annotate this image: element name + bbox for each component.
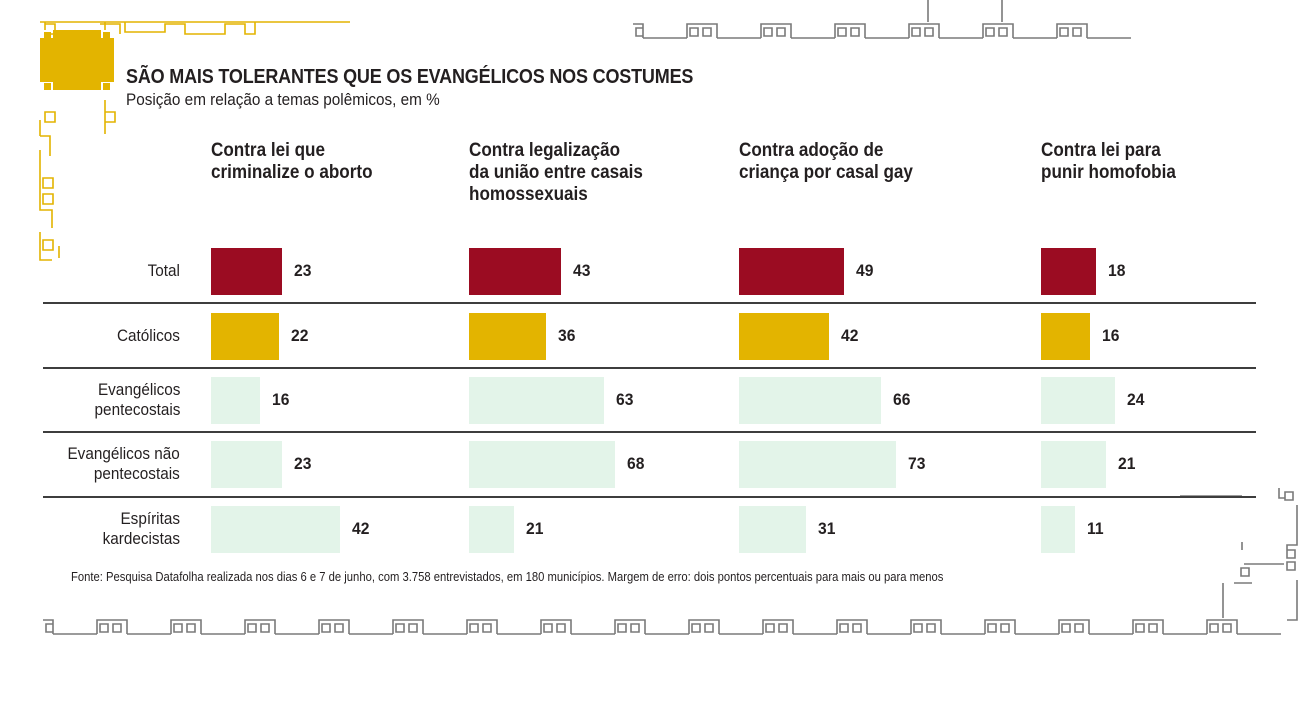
row-separator <box>43 302 1256 304</box>
bar-evang_pent <box>469 377 604 424</box>
bar-catolicos <box>739 313 829 360</box>
value-label: 68 <box>627 454 645 473</box>
column-heading: Contra legalização da união entre casais h… <box>469 140 643 206</box>
column-heading: Contra lei para punir homofobia <box>1041 140 1176 184</box>
column-heading-line: Contra lei para <box>1041 140 1161 161</box>
column-heading-line: criminalize o aborto <box>211 162 373 183</box>
gold-meander-top <box>40 21 350 35</box>
chart-title: SÃO MAIS TOLERANTES QUE OS EVANGÉLICOS N… <box>126 66 694 88</box>
gold-square-icon <box>103 83 110 90</box>
bar-total <box>469 248 561 295</box>
gold-square-icon <box>44 32 51 39</box>
column-heading-line: Contra adoção de <box>739 140 884 161</box>
value-label: 23 <box>294 454 312 473</box>
value-label: 23 <box>294 261 312 280</box>
value-label: 24 <box>1127 390 1145 409</box>
bar-catolicos <box>469 313 546 360</box>
gray-meander-stem <box>927 0 1003 22</box>
bar-evang_pent <box>739 377 881 424</box>
column-heading-line: da união entre casais <box>469 162 643 183</box>
column-heading-line: criança por casal gay <box>739 162 913 183</box>
row-label-line: Evangélicos <box>97 380 180 399</box>
value-label: 18 <box>1108 261 1126 280</box>
column-heading-line: Contra legalização <box>469 140 621 161</box>
source-note: Fonte: Pesquisa Datafolha realizada nos … <box>71 570 944 584</box>
row-separator <box>43 367 1256 369</box>
value-label: 42 <box>841 326 859 345</box>
bar-catolicos <box>1041 313 1090 360</box>
value-label: 11 <box>1087 519 1104 538</box>
gray-meander-bottom <box>43 619 1281 635</box>
value-label: 21 <box>526 519 544 538</box>
column-heading: Contra adoção de criança por casal gay <box>739 140 913 184</box>
row-label-catolicos: Católicos <box>117 326 180 346</box>
value-label: 63 <box>616 390 634 409</box>
gray-meander-top <box>633 23 1131 39</box>
bar-total <box>1041 248 1096 295</box>
row-label-evang_pent: Evangélicos pentecostais <box>94 380 180 420</box>
value-label: 42 <box>352 519 370 538</box>
bar-evang_nao_pent <box>1041 441 1106 488</box>
value-label: 16 <box>1102 326 1120 345</box>
row-separator <box>43 496 1256 498</box>
column-heading: Contra lei que criminalize o aborto <box>211 140 373 184</box>
value-label: 31 <box>818 519 836 538</box>
value-label: 43 <box>573 261 591 280</box>
row-label-evang_nao_pent: Evangélicos não pentecostais <box>68 444 180 484</box>
bar-espiritas <box>1041 506 1075 553</box>
row-label-line: pentecostais <box>94 464 180 483</box>
chart-subtitle: Posição em relação a temas polêmicos, em… <box>126 90 440 109</box>
bar-evang_nao_pent <box>211 441 282 488</box>
gold-square-icon <box>44 83 51 90</box>
value-label: 22 <box>291 326 309 345</box>
bar-evang_nao_pent <box>739 441 896 488</box>
column-heading-line: homossexuais <box>469 184 588 205</box>
value-label: 66 <box>893 390 911 409</box>
bar-evang_pent <box>1041 377 1115 424</box>
bar-espiritas <box>211 506 340 553</box>
row-label-line: Evangélicos não <box>67 444 180 463</box>
column-heading-line: punir homofobia <box>1041 162 1176 183</box>
bar-espiritas <box>739 506 806 553</box>
bar-catolicos <box>211 313 279 360</box>
bar-evang_nao_pent <box>469 441 615 488</box>
value-label: 16 <box>272 390 290 409</box>
row-separator <box>43 431 1256 433</box>
row-label-line: Espíritas <box>120 509 180 528</box>
row-label-line: Católicos <box>117 326 180 345</box>
value-label: 73 <box>908 454 926 473</box>
row-label-espiritas: Espíritas kardecistas <box>103 509 180 549</box>
row-label-line: Total <box>147 261 180 280</box>
bar-total <box>211 248 282 295</box>
bar-total <box>739 248 844 295</box>
row-label-total: Total <box>148 261 180 281</box>
row-label-line: kardecistas <box>102 529 180 548</box>
column-heading-line: Contra lei que <box>211 140 326 161</box>
gold-meander-left <box>39 100 116 261</box>
value-label: 21 <box>1118 454 1136 473</box>
gray-meander-right <box>1180 488 1298 621</box>
gold-block-icon <box>53 30 101 90</box>
gold-block-icon <box>40 38 114 82</box>
bar-evang_pent <box>211 377 260 424</box>
bar-espiritas <box>469 506 514 553</box>
value-label: 36 <box>558 326 576 345</box>
gold-square-icon <box>103 32 110 39</box>
row-label-line: pentecostais <box>94 400 180 419</box>
value-label: 49 <box>856 261 874 280</box>
